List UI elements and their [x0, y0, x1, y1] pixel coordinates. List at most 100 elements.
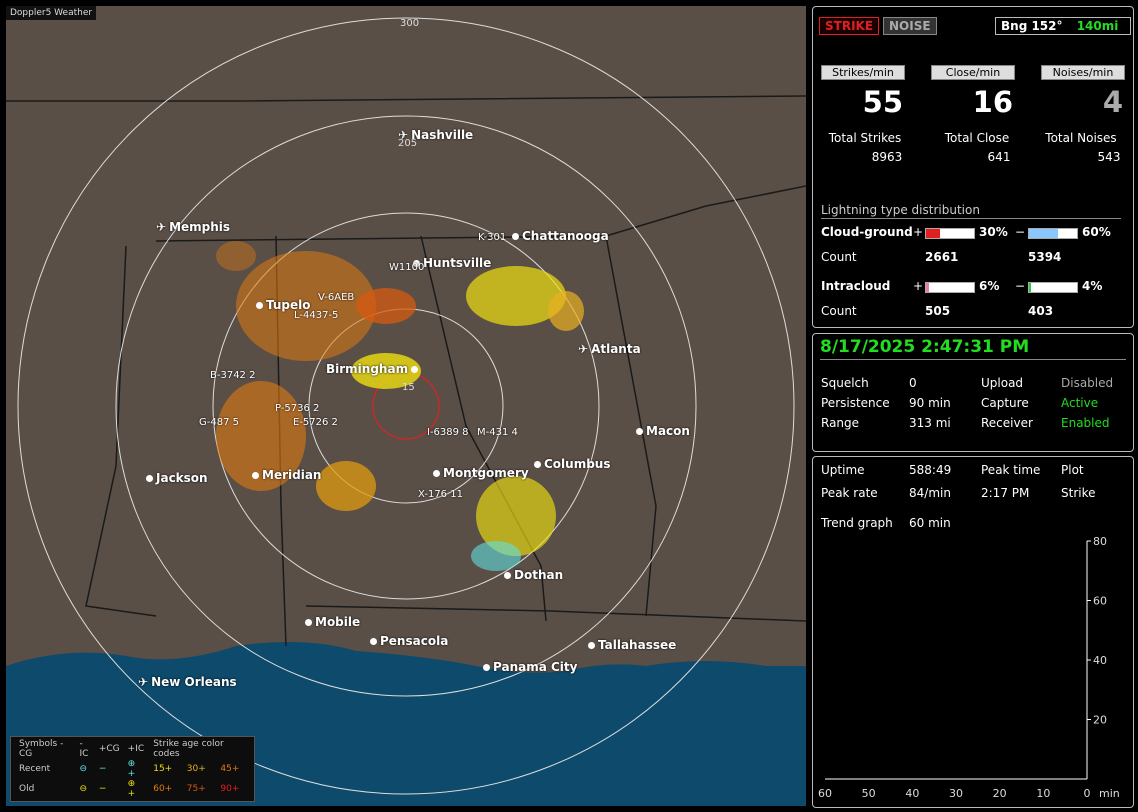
total-strikes-label: Total Strikes [828, 131, 902, 145]
y-tick-label: 60 [1093, 595, 1107, 608]
city-dot-icon [433, 470, 440, 477]
status-value: Disabled [1061, 376, 1114, 390]
status-value: Enabled [1061, 416, 1110, 430]
x-tick-label: 20 [993, 787, 1007, 800]
city-dot-icon [483, 664, 490, 671]
noise-button[interactable]: NOISE [883, 17, 937, 35]
storm-tag[interactable]: E-5726 2 [293, 417, 338, 428]
ring-label-15: 15 [402, 382, 415, 393]
city-dot-icon [512, 233, 519, 240]
current-datetime: 8/17/2025 2:47:31 PM [820, 337, 1126, 360]
y-tick-label: 20 [1093, 714, 1107, 727]
symbol-legend: Symbols -CG -IC +CG +IC Strike age color… [10, 736, 255, 802]
minus-sign: − [1015, 279, 1026, 293]
ic-positive-pct: 6% [979, 279, 1000, 293]
ic-positive-count: 505 [925, 304, 951, 318]
city-montgomery: Montgomery [433, 466, 529, 480]
airport-icon: ✈ [138, 675, 149, 689]
storm-tag[interactable]: V-6AEB [318, 292, 355, 303]
minus-icon: − [98, 764, 107, 774]
legend-row-label: Old [19, 784, 35, 794]
status-value: 90 min [909, 396, 951, 410]
total-close-label: Total Close [944, 131, 1010, 145]
ring-label-205: 205 [398, 138, 418, 149]
ic-positive-bar [925, 282, 975, 293]
plot-label: Plot [1061, 463, 1084, 477]
cg-positive-count: 2661 [925, 250, 959, 264]
city-birmingham: Birmingham [326, 362, 421, 376]
ic-negative-count: 403 [1028, 304, 1054, 318]
y-tick-label: 80 [1093, 535, 1107, 548]
status-value: 313 mi [909, 416, 951, 430]
status-label: Receiver [981, 416, 1033, 430]
status-value: Active [1061, 396, 1099, 410]
peak-time-value: 2:17 PM [981, 486, 1030, 500]
plus-sign: + [913, 279, 924, 293]
legend-header: Symbols -CG [19, 739, 64, 759]
legend-header: Strike age color codes [153, 739, 224, 759]
x-tick-label: 30 [949, 787, 963, 800]
city-dot-icon [370, 638, 377, 645]
storm-tag[interactable]: P-5736 2 [275, 403, 320, 414]
plus-cg-icon: ⊕ + [127, 759, 136, 779]
peak-rate-label: Peak rate [821, 486, 878, 500]
strike-button[interactable]: STRIKE [819, 17, 880, 35]
city-mobile: Mobile [305, 615, 360, 629]
city-chattanooga: Chattanooga [512, 229, 609, 243]
y-tick-label: 40 [1093, 654, 1107, 667]
ic-negative-pct: 4% [1082, 279, 1103, 293]
age-code: 75+ [186, 784, 206, 794]
legend-header: -IC [79, 739, 89, 759]
close-per-min-value: 16 [972, 85, 1013, 119]
x-tick-label: 50 [862, 787, 876, 800]
storm-tag[interactable]: L-4437-5 [294, 310, 339, 321]
status-panel: 8/17/2025 2:47:31 PM Squelch 0 Upload Disab… [812, 333, 1134, 452]
status-label: Persistence [821, 396, 890, 410]
trend-graph-label: Trend graph [821, 516, 893, 530]
city-huntsville: Huntsville [413, 256, 491, 270]
city-nashville: ✈ Nashville [398, 128, 474, 142]
count-label: Count [821, 250, 857, 264]
cg-negative-pct: 60% [1082, 225, 1111, 239]
trend-graph-span[interactable]: 60 min [909, 516, 951, 530]
total-noises-label: Total Noises [1045, 131, 1117, 145]
strikes-per-min-value: 55 [862, 85, 903, 119]
city-dot-icon [305, 619, 312, 626]
city-macon: Macon [636, 424, 690, 438]
map-title: Doppler5 Weather [6, 6, 97, 20]
city-panama-city: Panama City [483, 660, 577, 674]
x-tick-label: 10 [1036, 787, 1050, 800]
city-memphis: ✈ Memphis [156, 220, 231, 234]
city-pensacola: Pensacola [370, 634, 448, 648]
storm-tag[interactable]: X-176 11 [418, 489, 463, 500]
plot-value[interactable]: Strike [1061, 486, 1096, 500]
airport-icon: ✈ [398, 128, 409, 142]
city-tupelo: Tupelo [256, 298, 311, 312]
storm-tag[interactable]: W1100 [389, 262, 425, 273]
status-label: Squelch [821, 376, 869, 390]
radar-map[interactable]: Doppler5 Weather 300 205 15 ✈ Nashville ✈… [6, 6, 806, 806]
close-per-min-header[interactable]: Close/min [931, 65, 1015, 80]
city-new-orleans: ✈ New Orleans [138, 675, 237, 689]
storm-tag[interactable]: B-3742 2 [210, 370, 256, 381]
storm-tag[interactable]: M-431 4 [477, 427, 518, 438]
total-noises-value: 543 [1097, 150, 1121, 164]
airport-icon: ✈ [578, 342, 589, 356]
intracloud-label: Intracloud [821, 279, 891, 293]
storm-tag[interactable]: G-487 5 [199, 417, 239, 428]
bearing-readout: Bng 152° 140mi [995, 17, 1131, 35]
trend-graph: 80 60 40 20 60 50 40 30 20 10 0 min [818, 535, 1120, 800]
trend-panel: Uptime 588:49 Peak time Plot Peak rate 8… [812, 456, 1134, 808]
storm-tag[interactable]: K-301 [478, 232, 507, 243]
storm-tag[interactable]: I-6389 8 [427, 427, 469, 438]
cloud-ground-label: Cloud-ground [821, 225, 913, 239]
age-code: 90+ [220, 784, 240, 794]
minus-sign: − [1015, 225, 1026, 239]
noises-per-min-header[interactable]: Noises/min [1041, 65, 1125, 80]
x-tick-label: 60 [818, 787, 832, 800]
strikes-per-min-header[interactable]: Strikes/min [821, 65, 905, 80]
cg-negative-count: 5394 [1028, 250, 1062, 264]
stats-panel: STRIKE NOISE Bng 152° 140mi Strikes/min … [812, 6, 1134, 328]
status-value: 0 [909, 376, 917, 390]
city-jackson: Jackson [146, 471, 208, 485]
